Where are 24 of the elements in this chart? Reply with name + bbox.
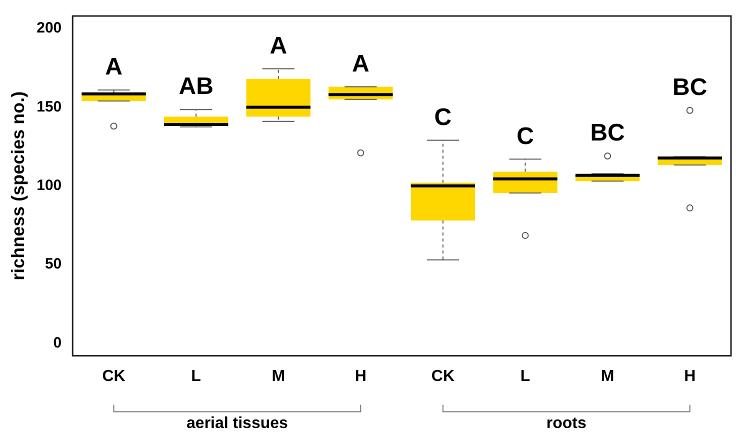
x-tick-label: M — [272, 368, 286, 385]
y-axis-title: richness (species no.) — [8, 91, 28, 280]
y-tick-label: 150 — [36, 98, 62, 116]
text: aerial tissues — [186, 415, 288, 432]
x-tick-label: L — [191, 368, 202, 385]
annotation: BC — [590, 120, 625, 147]
x-tick-label: L — [520, 368, 530, 385]
y-tick-label: 0 — [53, 334, 62, 352]
x-tick-label: CK — [431, 368, 455, 385]
y-tick-label: 200 — [36, 20, 62, 37]
x-tick-label: H — [684, 368, 696, 385]
annotation: BC — [672, 74, 708, 102]
x-tick-label: CK — [102, 368, 126, 385]
annotation: AB — [178, 73, 214, 100]
annotation: A — [352, 50, 370, 78]
y-tick-label: 100 — [36, 177, 62, 194]
annotation: A — [270, 32, 288, 60]
annotation: A — [105, 54, 122, 81]
text: roots — [546, 415, 587, 432]
annotation: C — [516, 122, 534, 150]
x-tick-label: M — [600, 368, 614, 385]
x-tick-label: H — [354, 368, 366, 385]
annotation: C — [434, 104, 452, 131]
y-tick-label: 50 — [44, 256, 62, 273]
